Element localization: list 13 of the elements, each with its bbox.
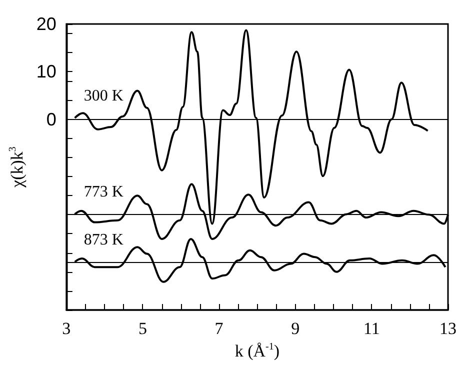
- x-tick-label: 13: [440, 319, 456, 338]
- series-label: 300 K: [84, 87, 124, 104]
- y-tick-label: 0: [46, 109, 56, 130]
- x-tick-label: 11: [363, 319, 380, 338]
- y-axis-title: χ(k)k3: [8, 146, 26, 188]
- x-tick-label: 3: [62, 319, 71, 338]
- y-tick-label: 20: [36, 14, 56, 34]
- y-tick-label: 10: [36, 62, 56, 82]
- x-tick-label: 5: [138, 319, 147, 338]
- series-label: 773 K: [84, 184, 124, 201]
- series-label: 873 K: [84, 231, 124, 248]
- x-tick-label: 7: [214, 319, 224, 338]
- x-tick-label: 9: [291, 319, 300, 338]
